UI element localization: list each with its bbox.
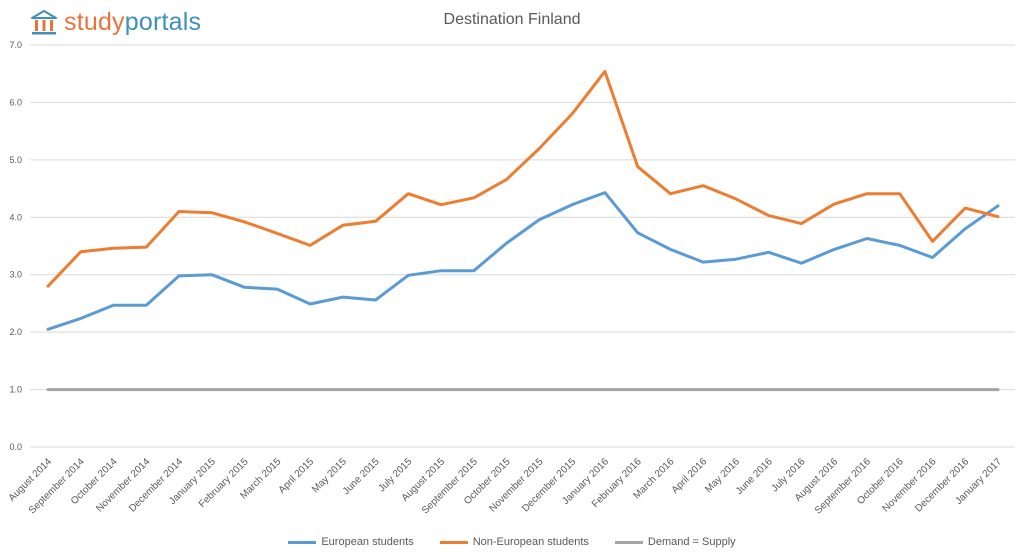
logo-text-study: study [64, 8, 125, 36]
x-tick-label: September 2014 [27, 456, 87, 516]
x-tick-label: September 2016 [813, 456, 873, 516]
legend-item-demand-supply: Demand = Supply [614, 536, 736, 548]
y-tick-label: 0.0 [9, 442, 22, 452]
legend-label-european: European students [321, 536, 414, 548]
studyportals-logo: studyportals [30, 8, 201, 37]
legend-label-non-european: Non-European students [472, 536, 589, 548]
series-lines [46, 69, 1000, 392]
legend-swatch-european [288, 540, 317, 544]
chart-legend: European students Non-European students … [0, 536, 1024, 548]
legend-swatch-non-european [439, 540, 468, 544]
x-tick-label: June 2015 [341, 456, 382, 497]
series-line-non-european-students [46, 69, 1000, 288]
y-tick-label: 2.0 [9, 327, 22, 337]
series-line-european-students [46, 191, 1000, 331]
y-tick-label: 3.0 [9, 270, 22, 280]
y-tick-label: 6.0 [9, 97, 22, 107]
y-tick-label: 7.0 [9, 40, 22, 50]
y-axis-ticks: 0.0 1.0 2.0 3.0 4.0 5.0 6.0 7.0 [9, 40, 22, 452]
gridlines [30, 44, 1015, 448]
y-tick-label: 1.0 [9, 385, 22, 395]
chart-title: Destination Finland [443, 11, 581, 28]
logo-text-portals: portals [124, 8, 202, 36]
y-tick-label: 5.0 [9, 155, 22, 165]
legend-label-demand-supply: Demand = Supply [647, 536, 736, 548]
legend-swatch-demand-supply [614, 540, 643, 544]
x-tick-label: June 2016 [734, 456, 775, 497]
y-tick-label: 4.0 [9, 212, 22, 222]
building-icon [31, 9, 57, 34]
legend-item-non-european: Non-European students [439, 536, 589, 548]
legend-item-european: European students [288, 536, 414, 548]
x-tick-label: September 2015 [420, 456, 480, 516]
x-tick-label: April 2016 [670, 456, 710, 496]
x-tick-label: April 2015 [277, 456, 317, 496]
